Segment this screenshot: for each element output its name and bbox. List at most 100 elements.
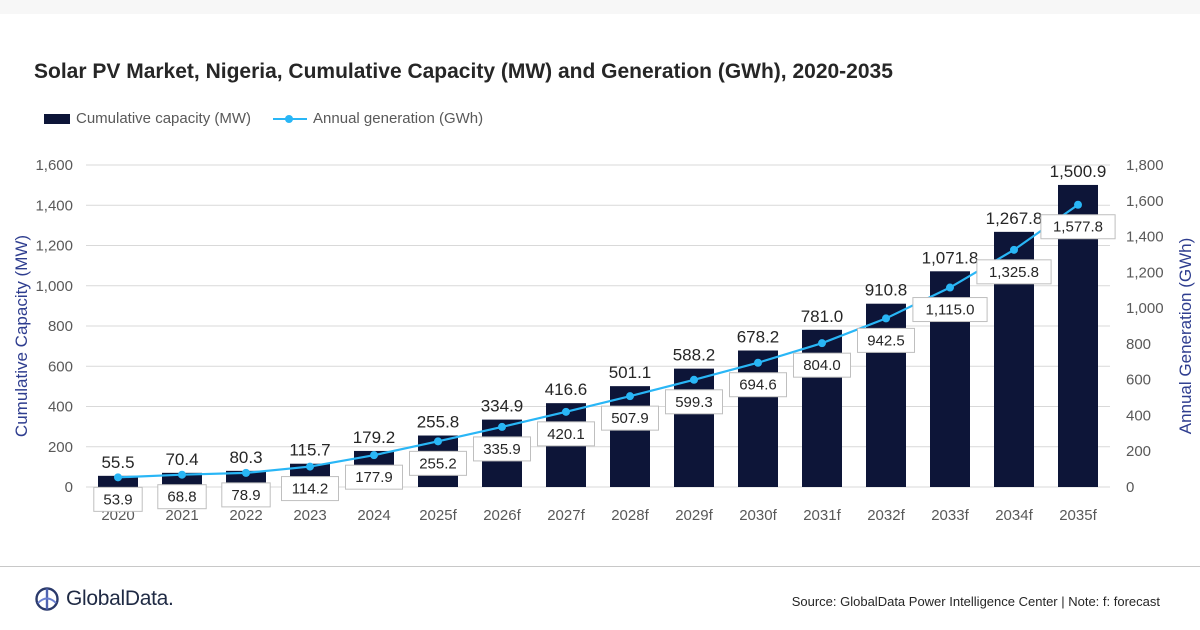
bar-data-label: 501.1 [609, 363, 652, 382]
line-data-label-box [665, 389, 723, 415]
line-data-label-box [601, 405, 659, 431]
globaldata-logo-icon [35, 587, 59, 611]
x-axis-tick-label: 2031f [803, 507, 841, 524]
generation-point-2035f [1074, 200, 1082, 209]
line-data-label-box [976, 259, 1052, 285]
right-axis-tick-label: 0 [1126, 479, 1134, 496]
line-data-label-box [729, 372, 787, 398]
legend: Cumulative capacity (MW) Annual generati… [44, 110, 505, 127]
generation-point-2022 [242, 468, 250, 477]
line-data-label: 1,577.8 [1053, 219, 1103, 236]
line-data-label-box [409, 450, 467, 476]
line-data-label: 78.9 [231, 487, 260, 504]
bar-data-label: 588.2 [673, 346, 716, 365]
x-axis-tick-label: 2026f [483, 507, 521, 524]
line-data-label: 177.9 [355, 469, 393, 486]
bar-data-label: 255.8 [417, 413, 460, 432]
right-axis-tick-label: 200 [1126, 443, 1151, 460]
x-axis-tick-label: 2035f [1059, 507, 1097, 524]
x-axis-tick-label: 2025f [419, 507, 457, 524]
bar-2020 [98, 475, 138, 487]
bar-data-label: 80.3 [229, 448, 262, 467]
left-axis-tick-label: 1,200 [35, 238, 73, 255]
left-axis-tick-label: 400 [48, 399, 73, 416]
x-axis-tick-label: 2022 [229, 507, 262, 524]
bar-data-label: 416.6 [545, 380, 588, 399]
right-axis-tick-label: 400 [1126, 407, 1151, 424]
line-data-label-box [793, 352, 851, 378]
generation-point-2034f [1010, 245, 1018, 254]
line-data-label: 694.6 [739, 377, 777, 394]
chart-title: Solar PV Market, Nigeria, Cumulative Cap… [34, 60, 893, 83]
bar-data-label: 70.4 [165, 450, 198, 469]
globaldata-logo: GlobalData. [34, 586, 174, 612]
line-data-label-box [281, 476, 339, 502]
line-data-label-box [473, 436, 531, 462]
line-data-label: 1,115.0 [926, 302, 975, 319]
chart-plot: 0 200 400 600 800 1,000 1,200 1,400 1,600 0 200 400… [12, 157, 1195, 524]
line-data-label-box [157, 484, 207, 510]
generation-point-2030f [754, 358, 762, 367]
generation-point-2026f [498, 422, 506, 431]
line-data-label: 68.8 [167, 489, 196, 506]
bar-data-label: 55.5 [101, 453, 134, 472]
left-axis-tick-label: 0 [65, 479, 73, 496]
line-data-label-box [221, 482, 271, 508]
left-axis-tick-label: 1,400 [35, 197, 73, 214]
line-data-label: 420.1 [547, 426, 585, 443]
left-axis-tick-label: 1,000 [35, 278, 73, 295]
line-data-label-box [1040, 214, 1116, 240]
footer-divider [0, 566, 1200, 567]
right-axis-tick-label: 1,600 [1126, 193, 1164, 210]
generation-point-2028f [626, 392, 634, 401]
line-data-label-box [537, 421, 595, 447]
generation-point-2021 [178, 470, 186, 479]
right-axis-tick-label: 1,400 [1126, 229, 1164, 246]
line-data-label-box [857, 327, 915, 353]
right-axis-tick-label: 1,800 [1126, 157, 1164, 174]
generation-point-2027f [562, 407, 570, 416]
x-axis-tick-label: 2029f [675, 507, 713, 524]
left-axis-tick-label: 800 [48, 318, 73, 335]
right-axis-tick-label: 600 [1126, 372, 1151, 389]
right-axis-tick-label: 800 [1126, 336, 1151, 353]
line-data-label-box [345, 464, 403, 490]
logo-text: GlobalData. [66, 587, 174, 610]
line-data-label-box [912, 297, 988, 323]
bar-2021 [162, 472, 202, 487]
generation-point-2020 [114, 473, 122, 482]
bar-data-label: 334.9 [481, 397, 524, 416]
right-axis-tick-label: 1,200 [1126, 264, 1164, 281]
line-data-label: 335.9 [483, 441, 521, 458]
generation-point-2023 [306, 462, 314, 471]
generation-point-2024 [370, 451, 378, 460]
line-data-label-box [93, 486, 143, 512]
bar-data-label: 1,071.8 [922, 248, 979, 267]
x-axis-tick-label: 2028f [611, 507, 649, 524]
x-axis-tick-label: 2023 [293, 507, 326, 524]
bar-2029f [674, 368, 714, 487]
generation-point-2033f [946, 283, 954, 292]
line-data-label: 1,325.8 [989, 264, 1039, 281]
line-data-label: 599.3 [675, 394, 713, 411]
line-data-label: 507.9 [611, 410, 649, 427]
legend-line-swatch [273, 114, 308, 124]
line-data-label: 942.5 [867, 332, 905, 349]
top-band [0, 0, 1200, 14]
bar-data-label: 781.0 [801, 307, 844, 326]
generation-point-2029f [690, 375, 698, 384]
line-data-label: 804.0 [803, 357, 841, 374]
right-axis-tick-label: 1,000 [1126, 300, 1164, 317]
generation-point-2031f [818, 339, 826, 348]
left-axis-tick-label: 200 [48, 439, 73, 456]
bar-2030f [738, 350, 778, 487]
x-axis-tick-label: 2032f [867, 507, 905, 524]
legend-bar-swatch [44, 113, 70, 124]
legend-label-generation: Annual generation (GWh) [313, 110, 484, 127]
left-axis-tick-label: 1,600 [35, 157, 73, 174]
bar-data-label: 678.2 [737, 328, 780, 347]
legend-item-capacity: Cumulative capacity (MW) [44, 110, 251, 127]
x-axis-tick-label: 2024 [357, 507, 390, 524]
bar-data-label: 910.8 [865, 281, 908, 300]
x-axis-tick-label: 2021 [165, 507, 198, 524]
